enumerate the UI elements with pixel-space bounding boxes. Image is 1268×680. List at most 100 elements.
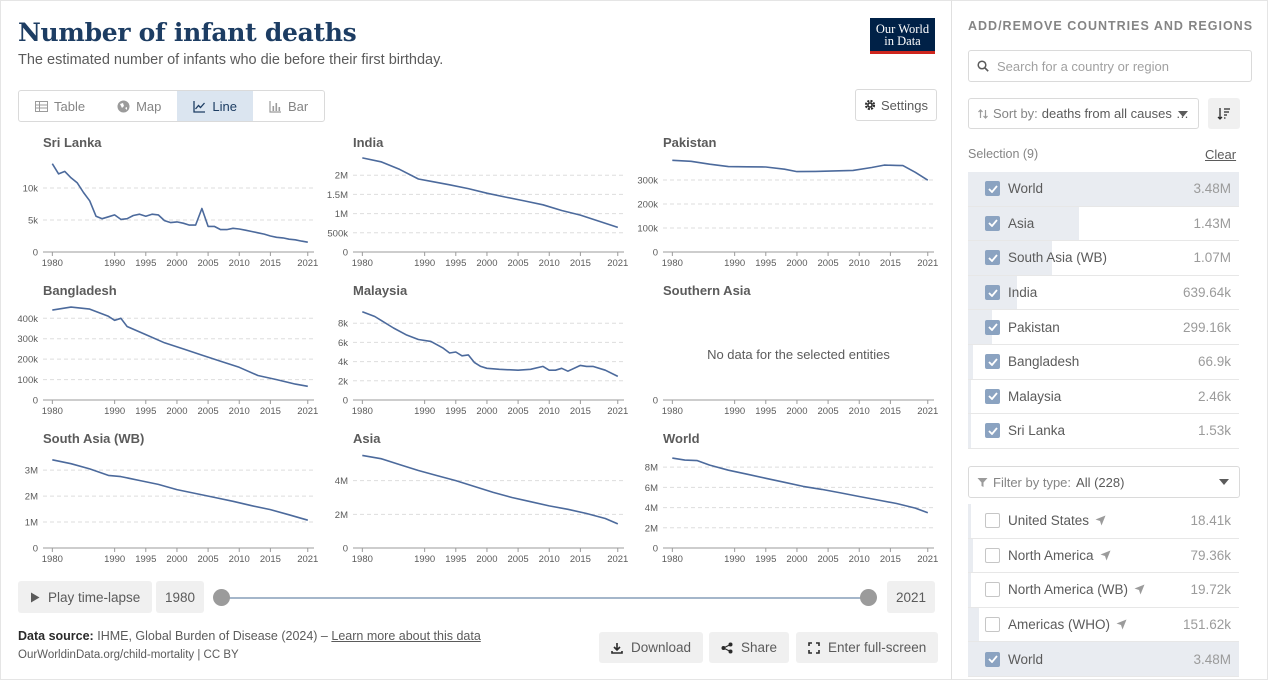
timeline-slider-track[interactable] <box>222 597 869 599</box>
start-year-box[interactable]: 1980 <box>156 581 205 613</box>
entity-row[interactable]: United States 18.41k <box>968 504 1239 539</box>
x-tick-label: 1990 <box>414 258 435 269</box>
entity-name: Bangladesh <box>1008 354 1079 369</box>
clear-selection-button[interactable]: Clear <box>1205 147 1237 162</box>
tab-line-label: Line <box>212 98 237 114</box>
check-icon <box>987 427 998 435</box>
tab-line[interactable]: Line <box>177 91 253 121</box>
play-label: Play time-lapse <box>48 589 141 605</box>
x-tick-label: 2010 <box>539 406 560 417</box>
chart-url[interactable]: OurWorldinData.org/child-mortality | CC … <box>18 649 239 661</box>
entity-checkbox[interactable] <box>985 617 1000 633</box>
x-tick-label: 2015 <box>880 258 901 269</box>
selected-entities-list: World 3.48M Asia 1.43M South Asia (WB) 1.07M I… <box>968 172 1239 449</box>
entity-checkbox[interactable] <box>985 354 1000 370</box>
entity-checkbox[interactable] <box>985 423 1000 439</box>
page-title: Number of infant deaths <box>18 18 357 47</box>
fullscreen-icon <box>808 641 820 654</box>
entity-row[interactable]: Malaysia 2.46k <box>968 379 1239 415</box>
filter-type-dropdown[interactable]: Filter by type: All (228) <box>968 466 1240 498</box>
tab-bar[interactable]: Bar <box>253 91 324 121</box>
entity-value: 2.46k <box>1197 388 1231 404</box>
x-tick-label: 2010 <box>539 554 560 565</box>
entity-name-text: North America (WB) <box>1008 582 1129 598</box>
entity-checkbox[interactable] <box>985 215 1000 231</box>
x-tick-label: 1990 <box>724 554 745 565</box>
entity-value: 18.41k <box>1190 513 1231 529</box>
x-tick-label: 2015 <box>570 554 591 565</box>
entity-value: 639.64k <box>1182 285 1231 301</box>
entity-value: 19.72k <box>1190 582 1231 598</box>
sort-arrows-icon <box>978 108 988 119</box>
entity-checkbox[interactable] <box>985 547 1000 563</box>
end-year-box[interactable]: 2021 <box>887 581 936 613</box>
y-tick-label: 0 <box>33 544 38 555</box>
y-tick-label: 0 <box>33 248 38 259</box>
logo-line-1: Our World <box>875 22 930 36</box>
y-tick-label: 1M <box>335 209 348 220</box>
download-icon <box>611 642 623 654</box>
entity-row[interactable]: Bangladesh 66.9k <box>968 344 1239 380</box>
y-tick-label: 8k <box>338 319 348 330</box>
entity-row[interactable]: Asia 1.43M <box>968 206 1239 242</box>
x-tick-label: 1990 <box>104 406 125 417</box>
series-line <box>362 310 619 378</box>
learn-more-link[interactable]: Learn more about this data <box>331 629 481 643</box>
entity-row[interactable]: South Asia (WB) 1.07M <box>968 241 1239 276</box>
entity-checkbox[interactable] <box>985 181 1000 197</box>
share-button[interactable]: Share <box>709 632 790 663</box>
play-timelapse-button[interactable]: Play time-lapse <box>18 581 153 613</box>
entity-row[interactable]: India 639.64k <box>968 275 1239 311</box>
download-button[interactable]: Download <box>599 632 704 663</box>
x-tick-label: 1995 <box>445 258 466 269</box>
entity-row[interactable]: Americas (WHO) 151.62k <box>968 607 1239 643</box>
y-tick-label: 6k <box>338 338 348 349</box>
entity-row[interactable]: North America (WB) 19.72k <box>968 573 1239 608</box>
x-tick-label: 2015 <box>570 406 591 417</box>
logo-line-2: in Data <box>884 34 921 48</box>
entity-row[interactable]: Sri Lanka 1.53k <box>968 414 1239 449</box>
fullscreen-button[interactable]: Enter full-screen <box>796 632 939 663</box>
chevron-down-icon <box>1178 110 1188 117</box>
entity-row[interactable]: World 3.48M <box>968 172 1239 207</box>
y-tick-label: 5k <box>28 216 38 227</box>
tab-table[interactable]: Table <box>19 91 101 121</box>
owid-logo[interactable]: Our World in Data <box>870 18 935 54</box>
entity-checkbox[interactable] <box>985 319 1000 335</box>
series-line <box>362 157 619 229</box>
sort-dropdown[interactable]: Sort by: deaths from all causes… <box>968 98 1199 129</box>
entity-checkbox[interactable] <box>985 513 1000 529</box>
entity-row[interactable]: North America 79.36k <box>968 538 1239 574</box>
settings-button[interactable]: Settings <box>855 89 937 121</box>
no-data-message: No data for the selected entities <box>707 347 890 362</box>
x-tick-label: 2010 <box>849 554 870 565</box>
tab-map[interactable]: Map <box>101 91 177 121</box>
value-bar <box>968 573 972 607</box>
panel-title: Malaysia <box>353 283 408 298</box>
timeline-end-handle[interactable] <box>860 589 877 606</box>
x-tick-label: 2005 <box>818 406 839 417</box>
entity-search-input[interactable]: Search for a country or region <box>968 50 1252 82</box>
x-tick-label: 1980 <box>662 258 683 269</box>
x-tick-label: 1980 <box>352 554 373 565</box>
x-tick-label: 2000 <box>476 554 497 565</box>
entity-checkbox[interactable] <box>985 285 1000 301</box>
entity-name-text: United States <box>1008 513 1090 529</box>
bar-chart-icon <box>269 100 281 113</box>
download-label: Download <box>631 640 692 655</box>
sort-order-button[interactable] <box>1208 98 1240 129</box>
fullscreen-label: Enter full-screen <box>828 640 927 655</box>
entity-checkbox[interactable] <box>985 388 1000 404</box>
x-tick-label: 2005 <box>508 406 529 417</box>
entity-name: Pakistan <box>1008 320 1060 335</box>
entity-row[interactable]: Pakistan 299.16k <box>968 310 1239 345</box>
timeline-start-handle[interactable] <box>213 589 230 606</box>
entity-checkbox[interactable] <box>985 250 1000 266</box>
series-line <box>51 163 308 243</box>
entity-checkbox[interactable] <box>985 582 1000 598</box>
entity-checkbox[interactable] <box>985 651 1000 667</box>
source-text: IHME, Global Burden of Disease (2024) – <box>97 629 328 643</box>
y-tick-label: 400k <box>17 314 38 325</box>
entity-row[interactable]: World 3.48M <box>968 642 1239 677</box>
entity-name-text: Bangladesh <box>1008 354 1080 370</box>
